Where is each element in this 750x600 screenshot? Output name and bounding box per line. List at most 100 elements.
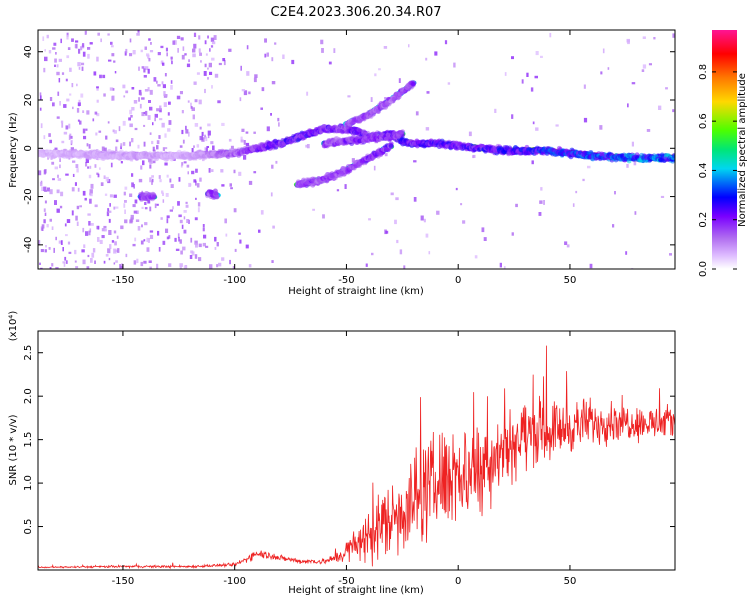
noise-speckle bbox=[390, 192, 394, 196]
noise-speckle bbox=[179, 263, 183, 267]
noise-speckle bbox=[69, 93, 72, 96]
noise-speckle bbox=[503, 266, 506, 269]
noise-speckle bbox=[534, 75, 538, 79]
noise-speckle bbox=[65, 78, 68, 82]
noise-speckle bbox=[174, 237, 177, 242]
noise-speckle bbox=[243, 154, 247, 160]
noise-speckle bbox=[198, 35, 201, 40]
noise-speckle bbox=[167, 112, 170, 116]
noise-speckle bbox=[600, 71, 603, 75]
noise-speckle bbox=[444, 40, 448, 45]
noise-speckle bbox=[88, 174, 92, 179]
noise-speckle bbox=[63, 131, 68, 135]
noise-speckle bbox=[190, 102, 192, 107]
noise-speckle bbox=[149, 206, 152, 212]
noise-speckle bbox=[63, 104, 67, 108]
noise-speckle bbox=[185, 204, 189, 208]
noise-speckle bbox=[240, 139, 244, 143]
noise-speckle bbox=[53, 42, 57, 46]
noise-speckle bbox=[131, 87, 135, 90]
spectrogram-heat-layer bbox=[38, 30, 675, 269]
noise-speckle bbox=[202, 242, 206, 247]
noise-speckle bbox=[75, 40, 79, 43]
noise-speckle bbox=[113, 248, 117, 254]
noise-speckle bbox=[158, 175, 161, 179]
noise-speckle bbox=[130, 214, 134, 220]
noise-speckle bbox=[211, 169, 214, 172]
noise-speckle bbox=[195, 242, 198, 248]
noise-speckle bbox=[58, 78, 61, 83]
noise-speckle bbox=[204, 134, 206, 138]
noise-speckle bbox=[364, 162, 367, 166]
noise-speckle bbox=[120, 161, 123, 164]
noise-speckle bbox=[82, 190, 86, 196]
noise-speckle bbox=[43, 208, 46, 212]
noise-speckle bbox=[48, 247, 51, 250]
noise-speckle bbox=[221, 122, 225, 126]
noise-speckle bbox=[66, 55, 70, 59]
noise-speckle bbox=[394, 219, 397, 225]
noise-speckle bbox=[111, 45, 114, 48]
noise-speckle bbox=[223, 60, 226, 66]
noise-speckle bbox=[147, 54, 150, 59]
noise-speckle bbox=[76, 83, 78, 87]
noise-speckle bbox=[88, 230, 91, 236]
noise-speckle bbox=[153, 77, 157, 82]
noise-speckle bbox=[133, 184, 135, 189]
noise-speckle bbox=[158, 135, 161, 139]
noise-speckle bbox=[202, 227, 205, 232]
noise-speckle bbox=[81, 66, 84, 71]
noise-speckle bbox=[170, 85, 173, 90]
noise-speckle bbox=[134, 127, 138, 131]
noise-speckle bbox=[75, 164, 79, 168]
noise-speckle bbox=[139, 92, 142, 96]
noise-speckle bbox=[166, 174, 169, 178]
noise-speckle bbox=[56, 189, 60, 194]
ridge-upper-branch-cell bbox=[368, 114, 374, 119]
noise-speckle bbox=[169, 178, 172, 183]
noise-speckle bbox=[144, 202, 147, 205]
noise-speckle bbox=[86, 143, 89, 147]
noise-speckle bbox=[210, 45, 214, 48]
noise-speckle bbox=[115, 139, 119, 143]
noise-speckle bbox=[52, 47, 56, 50]
noise-speckle bbox=[271, 164, 274, 169]
noise-speckle bbox=[149, 106, 153, 111]
noise-speckle bbox=[374, 73, 377, 77]
noise-speckle bbox=[107, 208, 110, 212]
noise-speckle bbox=[156, 108, 160, 112]
noise-speckle bbox=[197, 207, 200, 213]
noise-speckle bbox=[66, 98, 70, 102]
noise-speckle bbox=[90, 183, 94, 189]
ridge-upper-branch-cell bbox=[392, 96, 397, 102]
noise-speckle bbox=[55, 236, 57, 241]
noise-speckle bbox=[555, 124, 559, 127]
noise-speckle bbox=[453, 62, 456, 68]
noise-speckle bbox=[538, 212, 542, 216]
noise-speckle bbox=[199, 135, 203, 141]
noise-speckle bbox=[266, 52, 269, 57]
noise-speckle bbox=[194, 217, 198, 221]
noise-speckle bbox=[109, 244, 112, 249]
noise-speckle bbox=[425, 57, 428, 61]
noise-speckle bbox=[64, 256, 67, 261]
noise-speckle bbox=[178, 214, 182, 218]
noise-speckle bbox=[137, 144, 140, 149]
noise-speckle bbox=[183, 161, 187, 164]
noise-speckle bbox=[368, 218, 371, 221]
noise-speckle bbox=[92, 248, 96, 253]
noise-speckle bbox=[48, 133, 51, 137]
noise-speckle bbox=[123, 95, 126, 98]
noise-speckle bbox=[70, 139, 73, 144]
noise-speckle bbox=[149, 89, 153, 95]
noise-speckle bbox=[146, 53, 150, 57]
noise-speckle bbox=[157, 84, 161, 87]
noise-speckle bbox=[56, 64, 59, 68]
noise-speckle bbox=[112, 88, 115, 91]
noise-speckle bbox=[177, 233, 180, 239]
noise-speckle bbox=[162, 147, 165, 152]
noise-speckle bbox=[209, 48, 211, 52]
noise-speckle bbox=[173, 40, 177, 45]
noise-speckle bbox=[184, 53, 187, 56]
noise-speckle bbox=[447, 82, 451, 85]
